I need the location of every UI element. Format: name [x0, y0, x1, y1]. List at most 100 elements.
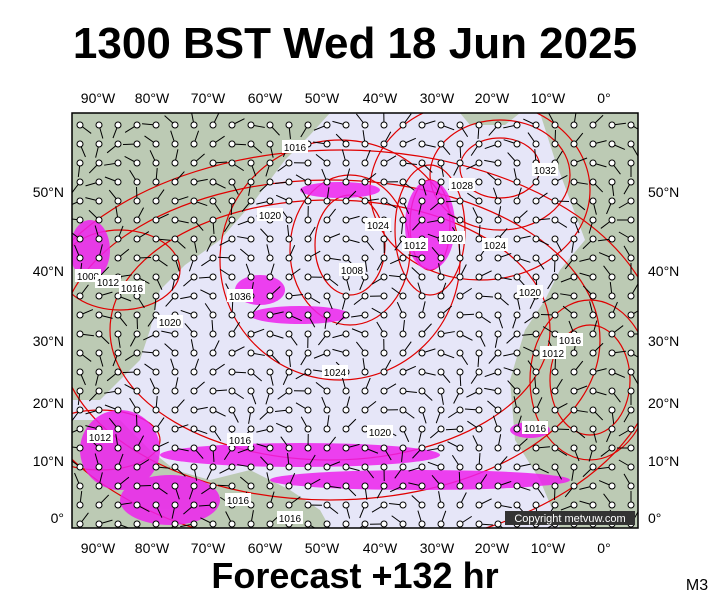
- station: [399, 311, 407, 319]
- station: [266, 197, 274, 205]
- station: [399, 197, 407, 205]
- station: [513, 178, 521, 186]
- station: [456, 406, 464, 414]
- station: [380, 197, 388, 205]
- lon-label-bottom: 0°: [597, 540, 610, 556]
- station: [342, 520, 350, 528]
- station: [380, 482, 388, 490]
- station: [418, 216, 426, 224]
- station: [285, 501, 293, 509]
- station: [285, 368, 293, 376]
- station: [209, 425, 217, 433]
- station: [114, 482, 122, 490]
- station: [627, 311, 635, 319]
- station: [608, 178, 616, 186]
- station: [76, 197, 84, 205]
- station: [285, 444, 293, 452]
- station: [304, 121, 312, 129]
- station: [323, 349, 331, 357]
- station: [475, 330, 483, 338]
- lon-label-top: 70°W: [191, 90, 226, 106]
- station: [551, 387, 559, 395]
- station: [399, 254, 407, 262]
- station: [114, 387, 122, 395]
- lon-label-top: 90°W: [81, 90, 116, 106]
- station: [190, 349, 198, 357]
- station: [608, 311, 616, 319]
- station: [589, 330, 597, 338]
- isobar-label-box: [517, 285, 543, 298]
- station: [133, 121, 141, 129]
- station: [456, 444, 464, 452]
- isobar-label: 1008: [341, 266, 364, 277]
- isobar-label-box: [439, 231, 465, 244]
- station: [437, 216, 445, 224]
- station: [399, 387, 407, 395]
- station: [551, 501, 559, 509]
- isobar-label: 1016: [227, 496, 250, 507]
- station: [589, 178, 597, 186]
- station: [171, 159, 179, 167]
- station: [171, 349, 179, 357]
- station: [494, 178, 502, 186]
- station: [589, 311, 597, 319]
- isobar-label-box: [257, 208, 283, 221]
- station: [513, 501, 521, 509]
- model-label: M3: [686, 577, 708, 594]
- station: [152, 387, 160, 395]
- lat-label-left: 10°N: [33, 453, 64, 469]
- station: [513, 273, 521, 281]
- station: [437, 368, 445, 376]
- station: [589, 482, 597, 490]
- station: [551, 482, 559, 490]
- station: [114, 178, 122, 186]
- station: [551, 368, 559, 376]
- station: [190, 254, 198, 262]
- station: [418, 425, 426, 433]
- station: [323, 254, 331, 262]
- station: [475, 159, 483, 167]
- station: [418, 406, 426, 414]
- station: [209, 406, 217, 414]
- station: [76, 254, 84, 262]
- station: [551, 178, 559, 186]
- station: [304, 482, 312, 490]
- station: [247, 216, 255, 224]
- lat-label-left: 30°N: [33, 333, 64, 349]
- station: [133, 482, 141, 490]
- station: [437, 254, 445, 262]
- station: [228, 482, 236, 490]
- isobar-label-box: [277, 511, 303, 524]
- isobar-label: 1020: [259, 211, 282, 222]
- station: [627, 406, 635, 414]
- station: [532, 349, 540, 357]
- station: [608, 463, 616, 471]
- station: [171, 520, 179, 528]
- station: [589, 387, 597, 395]
- station: [361, 235, 369, 243]
- lat-label-right: 0°: [648, 510, 661, 526]
- station: [627, 159, 635, 167]
- station: [266, 444, 274, 452]
- station: [380, 520, 388, 528]
- station: [95, 368, 103, 376]
- station: [399, 159, 407, 167]
- station: [304, 235, 312, 243]
- lat-label-left: 40°N: [33, 263, 64, 279]
- station: [76, 349, 84, 357]
- station: [437, 197, 445, 205]
- station: [589, 368, 597, 376]
- station: [190, 425, 198, 433]
- station: [133, 463, 141, 471]
- station: [228, 197, 236, 205]
- station: [608, 273, 616, 281]
- station: [418, 159, 426, 167]
- station: [418, 463, 426, 471]
- station: [361, 178, 369, 186]
- station: [266, 140, 274, 148]
- isobar-label: 1016: [284, 143, 307, 154]
- station: [133, 178, 141, 186]
- station: [437, 140, 445, 148]
- station: [342, 235, 350, 243]
- station: [570, 216, 578, 224]
